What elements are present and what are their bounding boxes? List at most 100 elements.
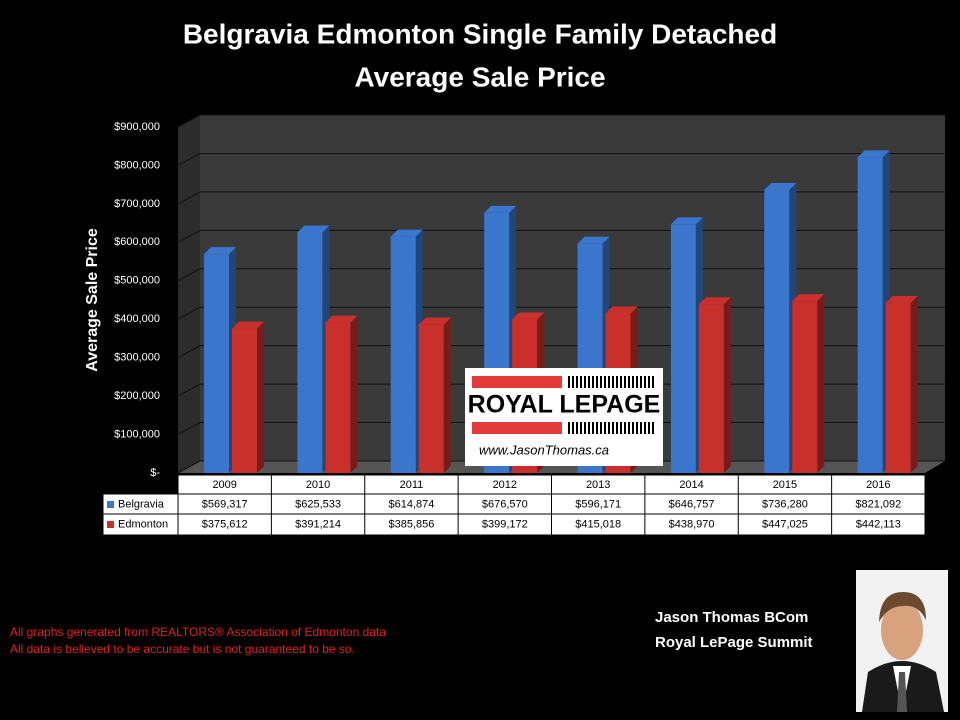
bar-side: [350, 315, 358, 473]
y-tick-label: $300,000: [114, 352, 160, 364]
chart-title: Belgravia Edmonton Single Family Detache…: [183, 18, 777, 49]
table-value: $614,874: [388, 498, 434, 510]
floor: [178, 461, 945, 473]
logo-stripe: [472, 422, 562, 434]
bar-side: [910, 296, 918, 473]
bar-side: [817, 294, 825, 473]
signature-name: Jason Thomas BCom: [655, 609, 808, 626]
table-value: $821,092: [855, 498, 901, 510]
bar: [885, 303, 911, 473]
y-tick-label: $700,000: [114, 198, 160, 210]
bar-top: [325, 315, 358, 323]
table-value: $399,172: [482, 518, 528, 530]
bar: [390, 236, 416, 473]
plot-wall: [178, 115, 945, 473]
bar-top: [605, 306, 638, 314]
x-tick-label: 2010: [306, 479, 330, 491]
bar-top: [484, 205, 517, 213]
y-tick-label: $100,000: [114, 428, 160, 440]
table-value: $736,280: [762, 498, 808, 510]
table-value: $676,570: [482, 498, 528, 510]
grid-line: [177, 191, 945, 205]
bar-top: [512, 312, 545, 320]
chart-subtitle: Average Sale Price: [354, 61, 605, 92]
portrait-hair: [879, 592, 926, 622]
bar-top: [792, 294, 825, 302]
logo-barcode: [568, 376, 656, 388]
bar-top: [698, 297, 731, 305]
table-value: $385,856: [388, 518, 434, 530]
x-tick-label: 2012: [493, 479, 517, 491]
x-tick-label: 2014: [679, 479, 703, 491]
bar: [232, 328, 257, 473]
table-value: $375,612: [202, 518, 248, 530]
grid-line: [177, 152, 945, 166]
legend-swatch: [107, 501, 114, 508]
y-tick-label: $400,000: [114, 313, 160, 325]
portrait: [856, 570, 948, 712]
bar-top: [232, 321, 264, 329]
x-tick-label: 2015: [773, 479, 797, 491]
logo-barcode: [568, 422, 656, 434]
table-value: $391,214: [295, 518, 341, 530]
table-value: $646,757: [669, 498, 715, 510]
bar-top: [670, 217, 703, 225]
table-value: $415,018: [575, 518, 621, 530]
bar-side: [257, 321, 264, 473]
logo: ROYAL LEPAGE www.JasonThomas.ca: [465, 368, 663, 466]
bar: [325, 322, 351, 473]
bar-top: [764, 182, 797, 190]
bar: [857, 157, 883, 473]
footnote: All graphs generated from REALTORS® Asso…: [10, 625, 386, 639]
bar-top: [390, 229, 423, 237]
table-value: $596,171: [575, 498, 621, 510]
table-value: $625,533: [295, 498, 341, 510]
footnote: All data is believed to be accurate but …: [10, 642, 355, 656]
y-tick-label: $-: [150, 467, 160, 479]
y-tick-label: $200,000: [114, 390, 160, 402]
bar-top: [857, 150, 890, 158]
bar: [764, 189, 790, 474]
grid-line: [177, 114, 945, 128]
bar-top: [885, 296, 918, 304]
table-value: $569,317: [202, 498, 248, 510]
data-table: 2009 $569,317 $375,612 2010 $625,533 $391,214…: [102, 474, 926, 536]
x-tick-label: 2013: [586, 479, 610, 491]
table-value: $438,970: [669, 518, 715, 530]
portrait-tie: [897, 672, 907, 712]
bars: [204, 150, 918, 474]
logo-brand: ROYAL LEPAGE: [468, 391, 661, 419]
bar: [418, 324, 444, 473]
bar-side: [443, 317, 451, 473]
x-tick-label: 2009: [212, 479, 236, 491]
table-value: $442,113: [856, 518, 901, 530]
legend-label: Edmonton: [118, 518, 168, 530]
y-tick-label: $800,000: [114, 159, 160, 171]
x-tick-label: 2011: [400, 479, 424, 491]
bar-top: [297, 225, 330, 233]
side-wall: [178, 115, 200, 473]
bar-top: [204, 247, 236, 255]
bar: [698, 304, 724, 473]
x-tick-label: 2016: [866, 479, 890, 491]
y-axis-label: Average Sale Price: [84, 228, 101, 372]
logo-stripe: [472, 376, 562, 388]
logo-url: www.JasonThomas.ca: [479, 442, 609, 457]
table-value: $447,025: [762, 518, 808, 530]
bar: [670, 224, 696, 473]
y-tick-label: $600,000: [114, 236, 160, 248]
bar: [204, 254, 229, 473]
legend-label: Belgravia: [118, 498, 165, 510]
legend-swatch: [107, 521, 114, 528]
table-row: [102, 513, 926, 536]
y-tick-label: $500,000: [114, 275, 160, 287]
y-tick-label: $900,000: [114, 121, 160, 133]
bar-top: [577, 236, 610, 244]
bar: [792, 301, 818, 473]
signature-company: Royal LePage Summit: [655, 634, 813, 651]
bar-top: [418, 317, 451, 325]
portrait-face: [881, 600, 923, 660]
bar: [297, 232, 323, 473]
